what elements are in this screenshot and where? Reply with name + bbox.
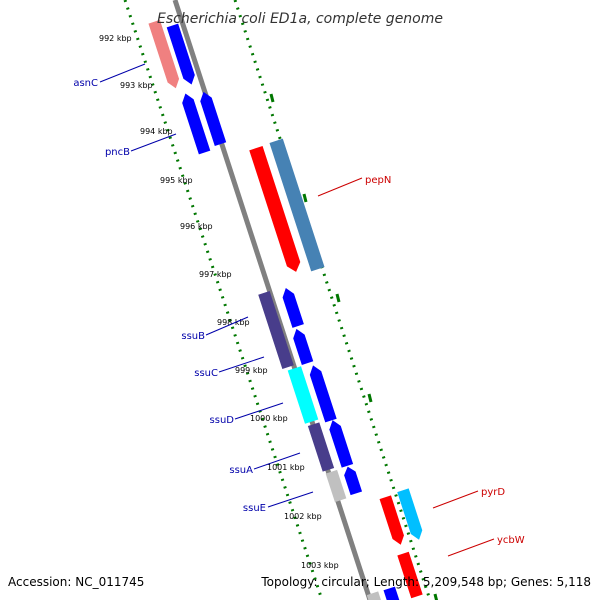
pyrD-label: pyrD bbox=[481, 487, 505, 498]
asnC-block bbox=[148, 19, 180, 89]
pncB-label: pncB bbox=[105, 147, 130, 158]
outer-scale-track-right bbox=[233, 0, 432, 600]
ssuE-leader-line bbox=[267, 491, 314, 508]
ssuC-block-shape bbox=[287, 366, 319, 424]
ssuB-arrow bbox=[282, 287, 304, 328]
asnC-leader-line bbox=[99, 63, 146, 83]
major-tick bbox=[433, 593, 439, 600]
asnC-arrow-shape bbox=[166, 23, 195, 85]
ssuC-arrow bbox=[293, 328, 314, 365]
scale-label: 994 kbp bbox=[140, 127, 173, 136]
bottom-blue-block-shape bbox=[383, 586, 401, 600]
pyrD-arrow bbox=[379, 495, 404, 545]
inner-scale-track-left bbox=[123, 0, 324, 600]
asnC-arrow bbox=[166, 23, 195, 85]
scale-label: 993 kbp bbox=[120, 81, 153, 90]
ssuE-block bbox=[325, 469, 347, 503]
gene-features bbox=[148, 19, 423, 600]
scale-label: 1002 kbp bbox=[284, 512, 322, 521]
scale-label: 992 kbp bbox=[99, 34, 132, 43]
pepN-leader-line bbox=[317, 177, 363, 197]
pepN-arrow-shape bbox=[249, 146, 301, 272]
ssuA-leader-line bbox=[253, 452, 301, 470]
pncB-leader-line bbox=[130, 133, 177, 152]
scale-label: 996 kbp bbox=[180, 222, 213, 231]
ycbW-arrow bbox=[397, 551, 423, 599]
ssuA-label: ssuA bbox=[229, 465, 253, 476]
scale-labels: 992 kbp 993 kbp 994 kbp 995 kbp 996 kbp 997 k… bbox=[99, 34, 339, 570]
pyrD-block-shape bbox=[397, 488, 423, 540]
ssuB-block bbox=[258, 291, 294, 369]
scale-label: 1000 kbp bbox=[250, 414, 288, 423]
ssuC-arrow-shape bbox=[293, 328, 314, 365]
bottom-grey-block bbox=[366, 591, 382, 600]
pepN-arrow bbox=[249, 146, 301, 272]
ssuE-arrow-shape bbox=[344, 466, 363, 496]
scale-label: 998 kbp bbox=[217, 318, 250, 327]
bottom-grey-block-shape bbox=[366, 591, 382, 600]
ssuA-arrow-shape bbox=[329, 420, 354, 468]
scale-label: 999 kbp bbox=[235, 366, 268, 375]
ssuE-block-shape bbox=[325, 469, 347, 503]
ssuE-arrow bbox=[344, 466, 363, 496]
ssuB-leader-line bbox=[205, 316, 249, 336]
ssuC-leader-line bbox=[218, 356, 265, 373]
scale-label: 995 kbp bbox=[160, 176, 193, 185]
bottom-blue-block bbox=[383, 586, 401, 600]
pncB-arrow-2 bbox=[200, 91, 227, 147]
ssuC-block bbox=[287, 366, 319, 424]
ssuD-leader-line bbox=[234, 402, 284, 420]
scale-label: 1001 kbp bbox=[267, 463, 305, 472]
ssuE-label: ssuE bbox=[243, 503, 266, 514]
pncB-arrow-2-shape bbox=[200, 91, 227, 147]
pepN-block bbox=[269, 138, 325, 272]
major-tick bbox=[302, 193, 308, 203]
ssuB-block-shape bbox=[258, 291, 294, 369]
ssuB-label: ssuB bbox=[181, 331, 205, 342]
major-tick bbox=[335, 293, 341, 303]
asnC-label: asnC bbox=[73, 78, 98, 89]
ycbW-label: ycbW bbox=[497, 535, 525, 546]
map-title: Escherichia coli ED1a, complete genome bbox=[157, 11, 443, 27]
ycbW-arrow-shape bbox=[397, 551, 423, 599]
scale-label: 1003 kbp bbox=[301, 561, 339, 570]
ssuD-block-shape bbox=[307, 422, 335, 472]
pncB-arrow-1-shape bbox=[182, 93, 211, 155]
ssuA-arrow bbox=[329, 420, 354, 468]
ssuB-arrow-shape bbox=[282, 287, 304, 328]
pyrD-block bbox=[397, 488, 423, 540]
major-tick bbox=[367, 393, 373, 403]
scale-label: 997 kbp bbox=[199, 270, 232, 279]
ycbW-leader-line bbox=[447, 538, 495, 557]
genome-summary-text: Topology: circular; Length: 5,209,548 bp… bbox=[260, 575, 591, 589]
major-tick bbox=[269, 93, 275, 103]
pyrD-arrow-shape bbox=[379, 495, 404, 545]
accession-text: Accession: NC_011745 bbox=[8, 575, 144, 589]
ssuD-arrow bbox=[309, 365, 337, 423]
gene-labels: asnC pncB pepN ssuB ssuC ssuD ssuA ssuE pyrD ycbW bbox=[73, 63, 525, 557]
pepN-label: pepN bbox=[365, 175, 391, 186]
ssuD-label: ssuD bbox=[210, 415, 235, 426]
ssuD-arrow-shape bbox=[309, 365, 337, 423]
ssuD-block bbox=[307, 422, 335, 472]
pyrD-leader-line bbox=[432, 490, 479, 509]
ssuC-label: ssuC bbox=[194, 368, 218, 379]
asnC-block-shape bbox=[148, 19, 180, 89]
pncB-arrow-1 bbox=[182, 93, 211, 155]
pepN-block-shape bbox=[269, 138, 325, 272]
